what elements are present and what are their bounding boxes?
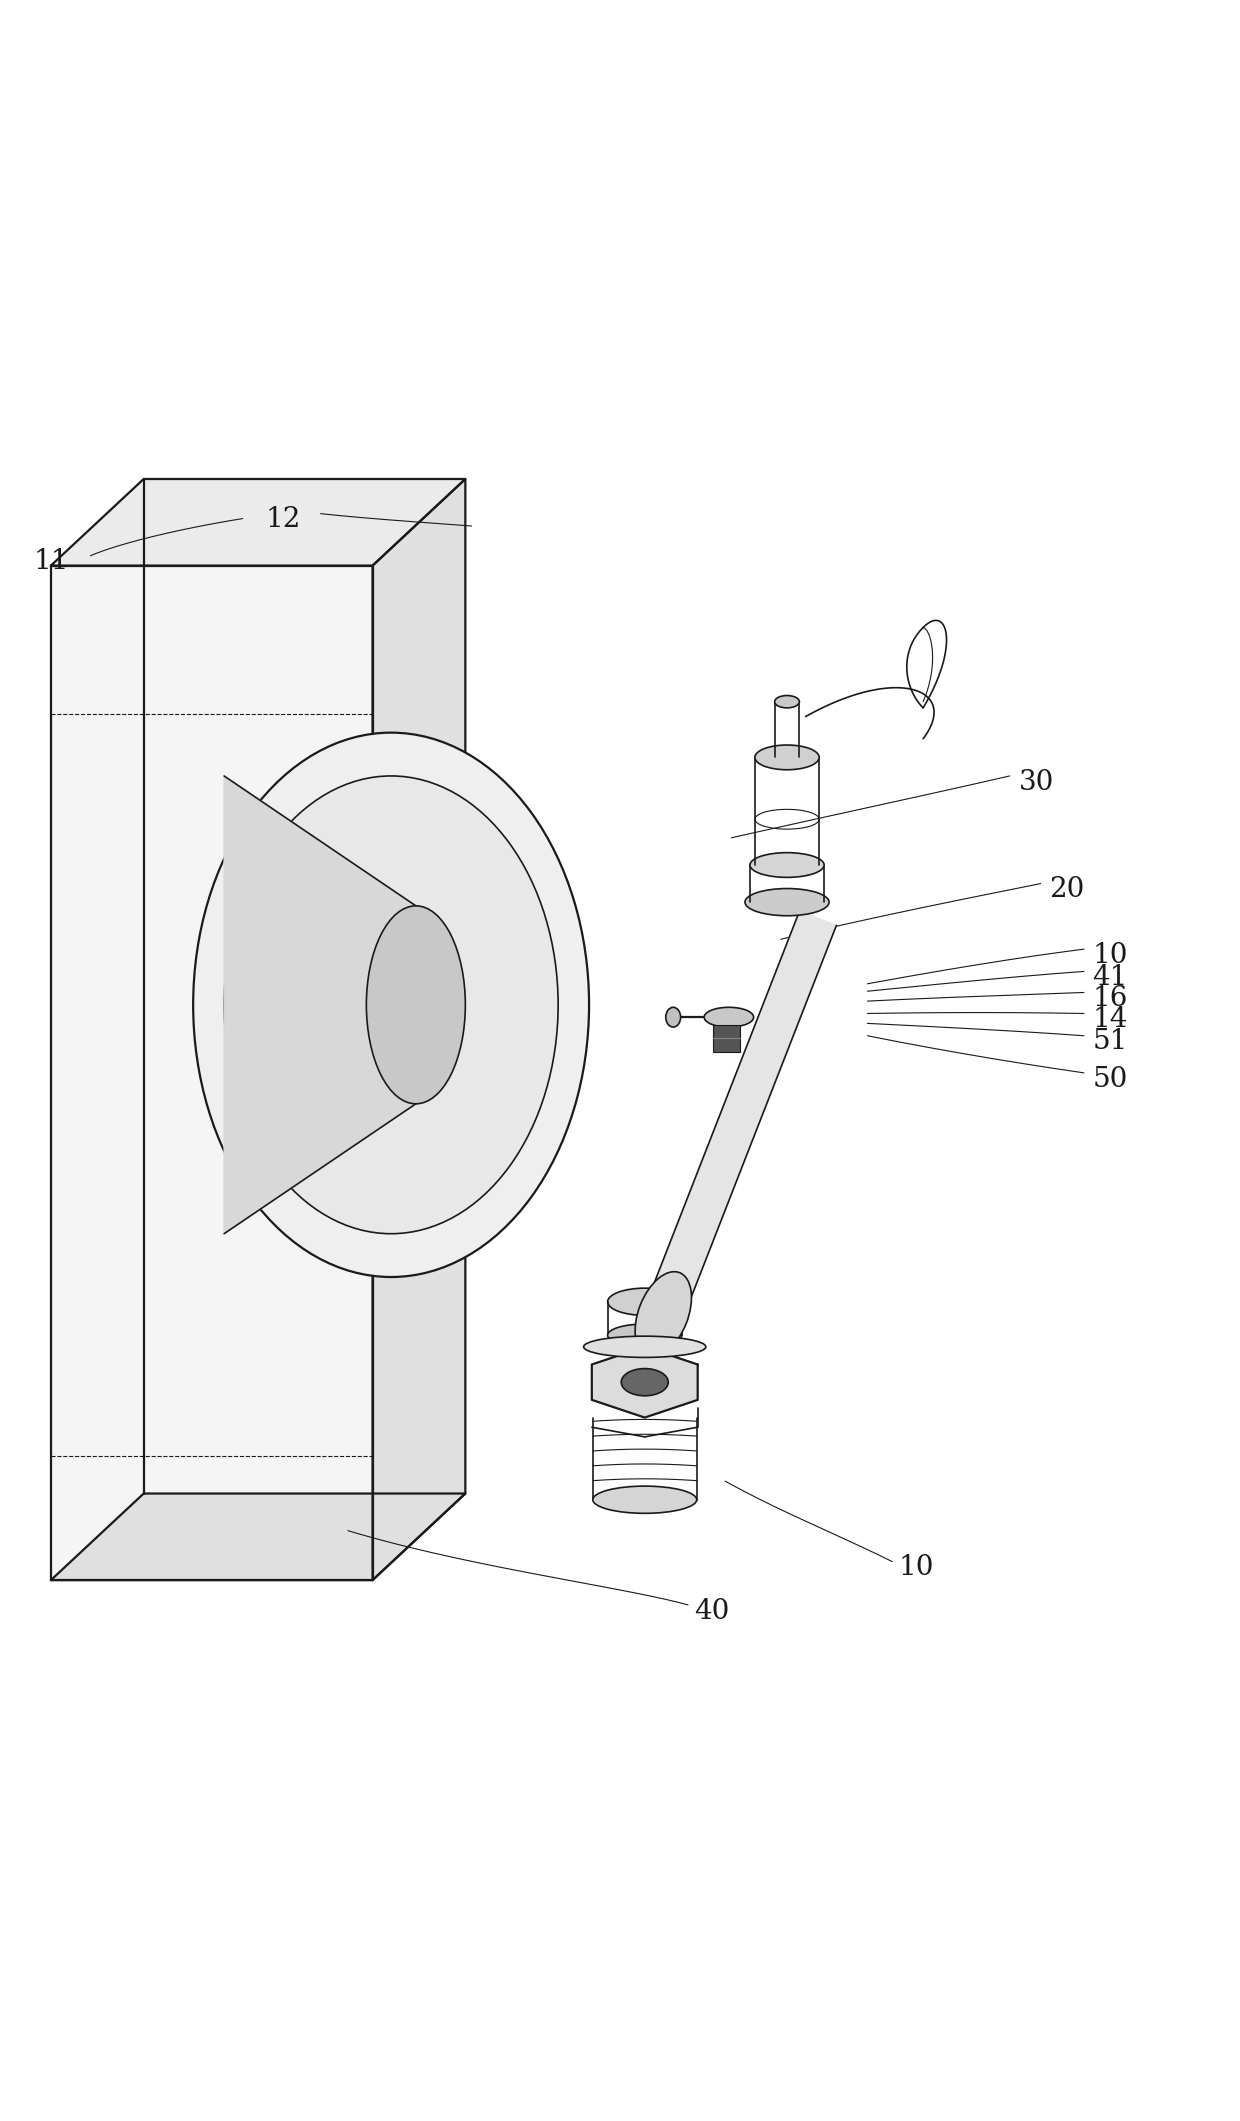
Polygon shape xyxy=(224,776,415,1234)
Polygon shape xyxy=(51,1493,465,1580)
Text: 10: 10 xyxy=(898,1555,934,1582)
Text: 12: 12 xyxy=(265,507,301,532)
Ellipse shape xyxy=(366,906,465,1103)
Text: 11: 11 xyxy=(33,549,69,575)
Ellipse shape xyxy=(666,1007,681,1027)
Ellipse shape xyxy=(755,744,820,770)
Ellipse shape xyxy=(584,1336,706,1357)
Text: 41: 41 xyxy=(1092,965,1128,991)
Ellipse shape xyxy=(193,732,589,1277)
Text: 16: 16 xyxy=(1092,984,1128,1012)
Ellipse shape xyxy=(775,696,800,708)
Polygon shape xyxy=(372,479,465,1580)
Polygon shape xyxy=(645,912,837,1321)
Polygon shape xyxy=(591,1347,698,1417)
Ellipse shape xyxy=(593,1487,697,1512)
Text: 51: 51 xyxy=(1092,1029,1128,1056)
Ellipse shape xyxy=(608,1324,682,1347)
Ellipse shape xyxy=(224,776,558,1234)
Ellipse shape xyxy=(750,853,825,878)
Ellipse shape xyxy=(745,889,830,916)
Text: 10: 10 xyxy=(1092,942,1128,969)
Ellipse shape xyxy=(704,1007,754,1027)
Bar xyxy=(713,1024,740,1052)
Ellipse shape xyxy=(621,1368,668,1396)
Text: 40: 40 xyxy=(694,1597,729,1625)
Polygon shape xyxy=(51,479,465,566)
Polygon shape xyxy=(51,566,372,1580)
Ellipse shape xyxy=(608,1287,682,1315)
Ellipse shape xyxy=(635,1273,692,1357)
Text: 14: 14 xyxy=(1092,1005,1128,1033)
Text: 50: 50 xyxy=(1092,1065,1128,1092)
Text: 30: 30 xyxy=(1018,768,1054,795)
Text: 20: 20 xyxy=(1049,876,1085,904)
